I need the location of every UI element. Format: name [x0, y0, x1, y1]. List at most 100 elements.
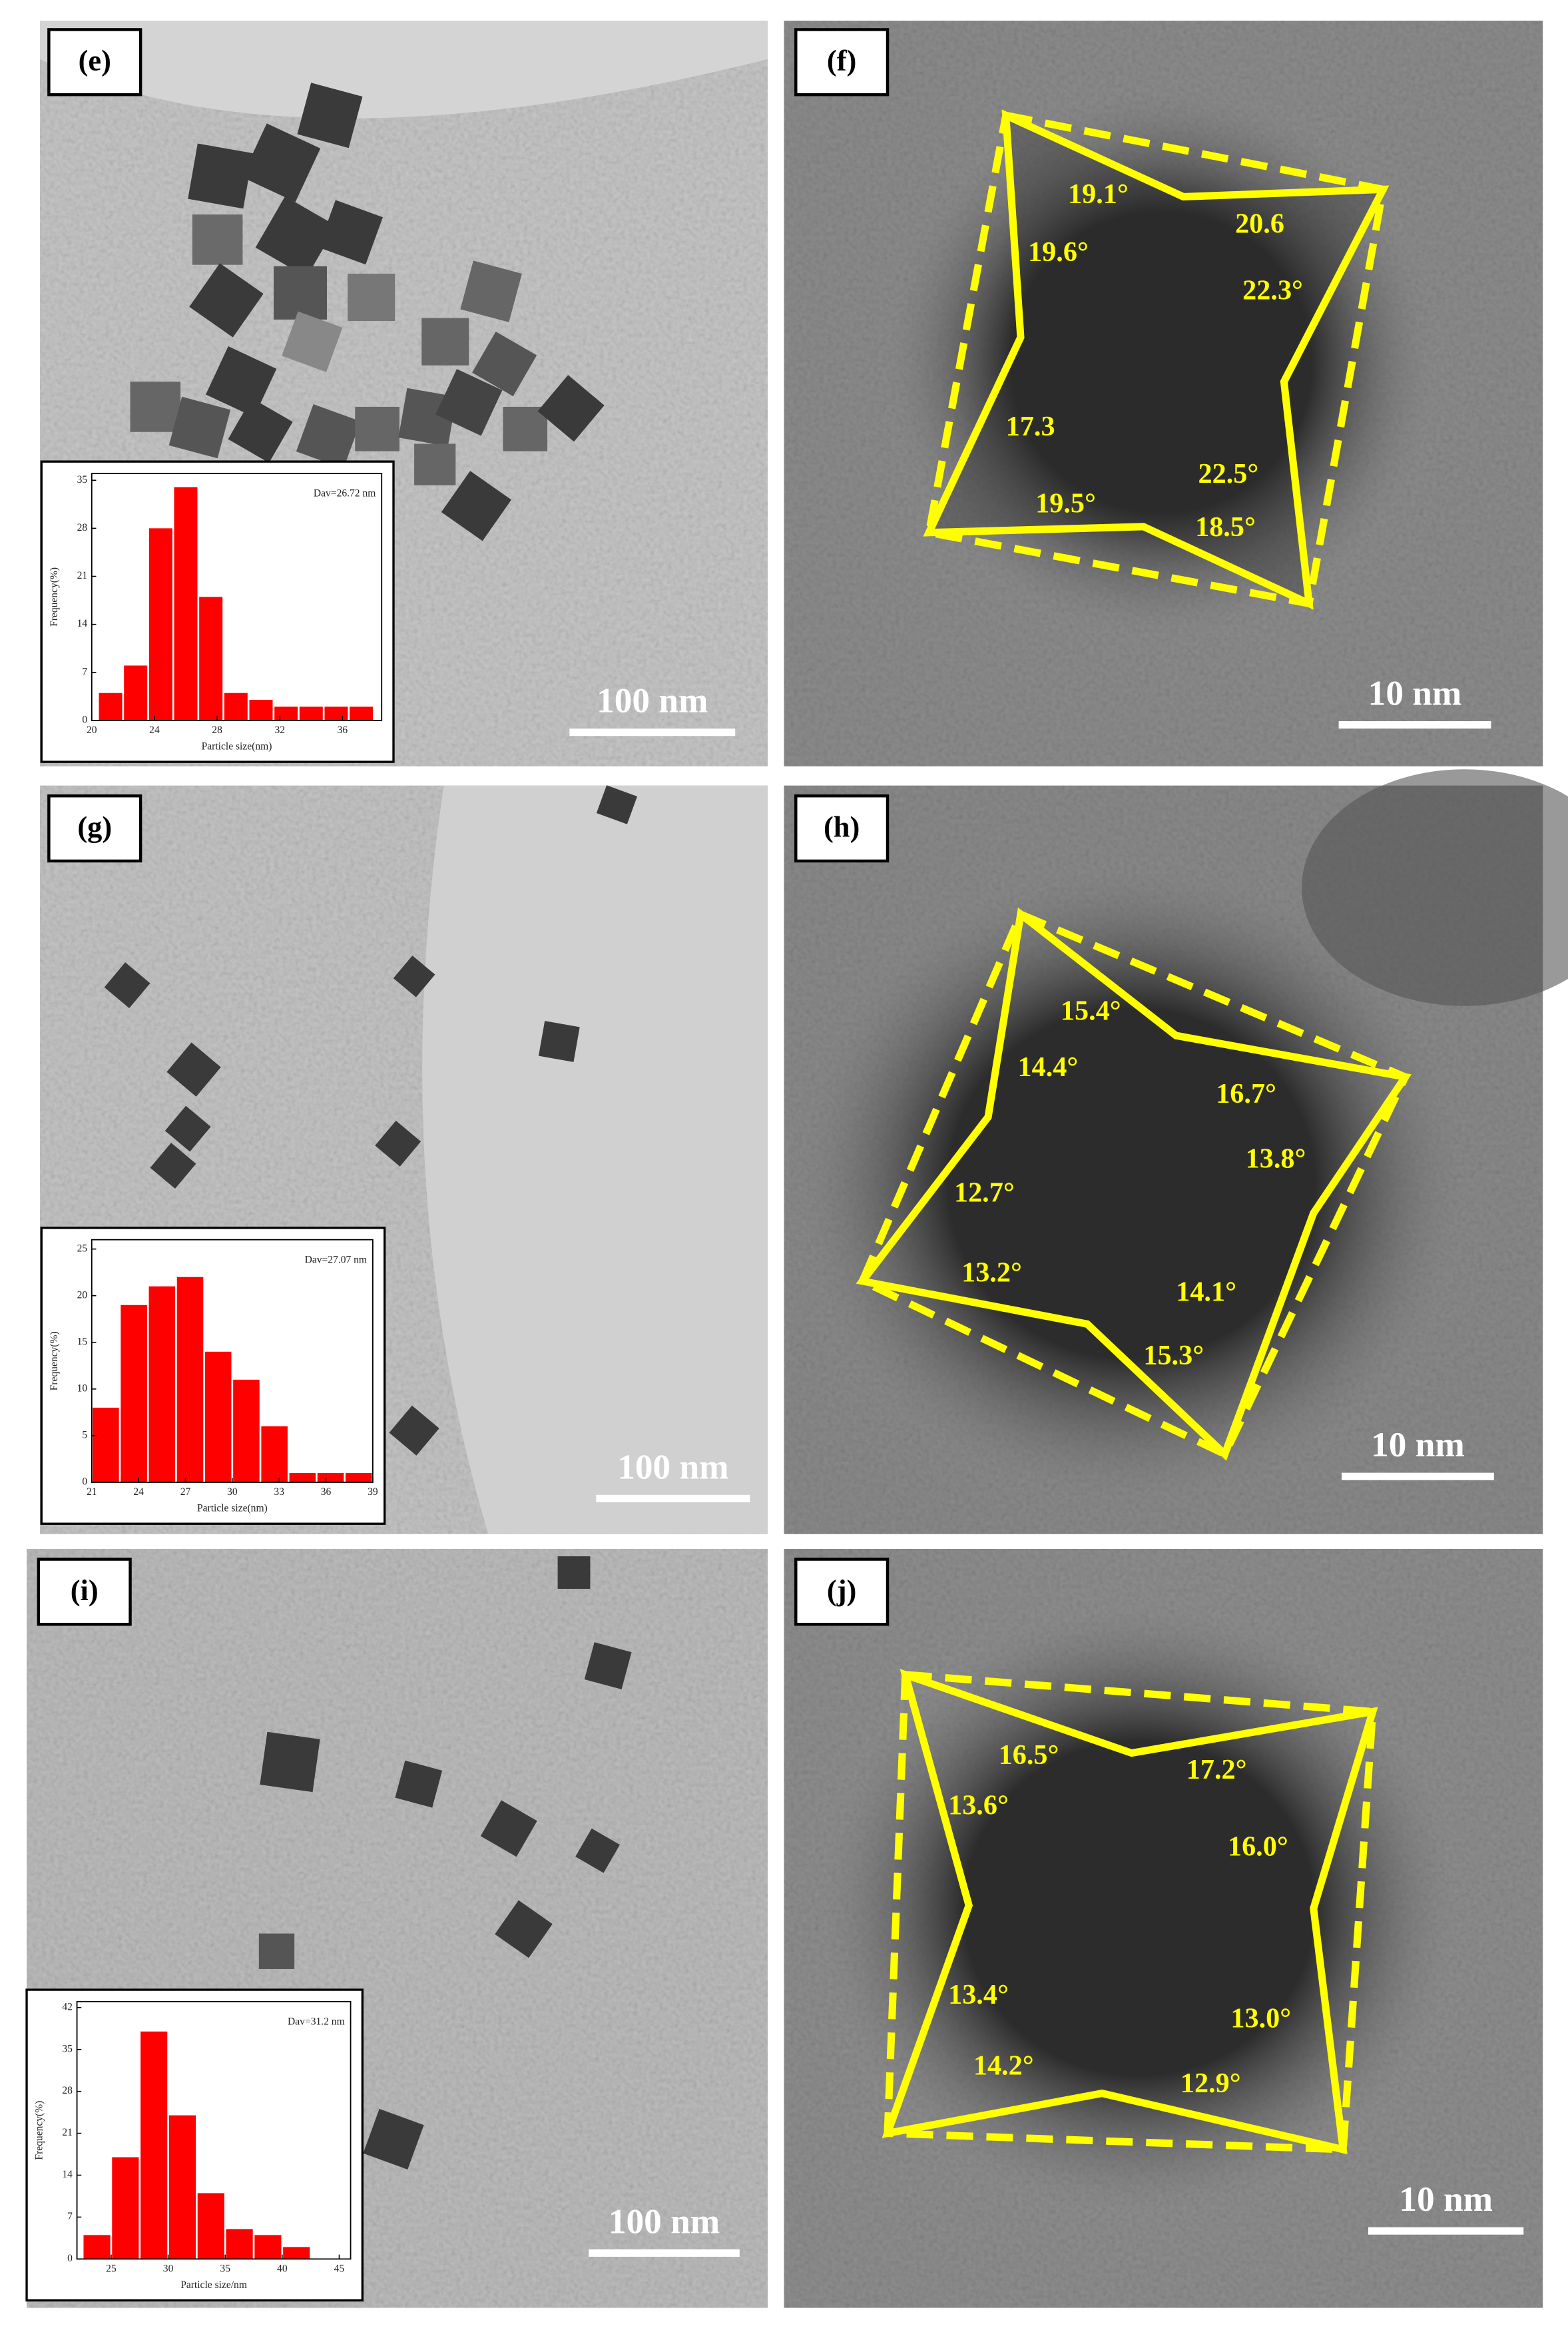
- histogram-bar: [283, 2247, 310, 2259]
- particle: [441, 471, 512, 541]
- histogram-bar: [148, 528, 172, 721]
- angle-label: 17.3: [1006, 411, 1055, 442]
- x-tick-label: 24: [133, 1486, 144, 1498]
- plot-frame: [76, 2000, 352, 2260]
- particle: [435, 369, 503, 436]
- histogram-bar: [289, 1473, 316, 1483]
- scale-bar-label: 100 nm: [597, 681, 708, 721]
- particle: [282, 311, 343, 372]
- star-outlines: [856, 109, 1412, 2155]
- x-tick-label: 36: [321, 1486, 332, 1498]
- x-tick-label: 30: [163, 2263, 174, 2274]
- y-tick-label: 20: [77, 1289, 88, 1301]
- histogram-bar: [346, 1473, 372, 1483]
- histogram-bar: [317, 1473, 344, 1483]
- angle-label: 14.4°: [1018, 1051, 1079, 1083]
- histogram-bar: [261, 1426, 288, 1483]
- angle-label: 19.6°: [1028, 236, 1089, 268]
- particle: [503, 406, 548, 451]
- angle-label: 13.0°: [1230, 2002, 1291, 2034]
- histogram-bar: [168, 2115, 196, 2259]
- particle: [460, 260, 522, 322]
- y-tick-label: 10: [77, 1382, 88, 1394]
- histogram-bar: [204, 1351, 232, 1483]
- x-tick-label: 33: [274, 1486, 284, 1498]
- x-tick-label: 20: [87, 725, 97, 736]
- angle-label: 12.9°: [1180, 2068, 1241, 2099]
- angle-label: 13.2°: [961, 1257, 1022, 1289]
- particle: [318, 200, 383, 265]
- particle-halo: [798, 865, 1465, 1502]
- angle-label: 14.2°: [973, 2050, 1034, 2081]
- y-tick-label: 0: [82, 1476, 87, 1488]
- particle: [575, 1828, 620, 1873]
- particle: [596, 785, 638, 824]
- angle-label: 15.4°: [1061, 995, 1121, 1026]
- particle: [395, 1760, 443, 1808]
- panel-label-box: [37, 1558, 132, 1626]
- x-tick-label: 30: [227, 1486, 238, 1498]
- histogram-bar: [124, 665, 148, 721]
- particle: [557, 1556, 591, 1589]
- particle: [472, 331, 537, 397]
- angle-label: 19.5°: [1035, 487, 1096, 519]
- plot-frame: [91, 473, 383, 721]
- particle: [228, 398, 293, 463]
- y-axis-label: Frequency(%): [49, 1331, 60, 1390]
- y-tick-label: 25: [77, 1243, 88, 1254]
- dashed-square: [858, 909, 1411, 1460]
- particles: [104, 83, 638, 2170]
- y-tick-label: 21: [62, 2127, 73, 2138]
- histogram-bar: [350, 707, 374, 721]
- y-tick-label: 0: [82, 714, 87, 725]
- x-tick-label: 39: [368, 1486, 378, 1498]
- histogram-bar: [99, 693, 123, 721]
- particle: [164, 1105, 211, 1152]
- histogram-bar: [148, 1286, 176, 1483]
- x-tick-label: 40: [277, 2263, 288, 2274]
- histogram-bar: [83, 2235, 111, 2259]
- histogram-bar: [324, 707, 348, 721]
- panel-label: (h): [824, 810, 860, 844]
- y-tick-label: 21: [77, 570, 88, 581]
- y-tick-label: 7: [67, 2211, 73, 2222]
- particle: [421, 318, 469, 366]
- histogram-bar: [121, 1305, 147, 1483]
- y-tick-label: 42: [62, 2001, 73, 2012]
- angle-label: 16.7°: [1216, 1078, 1276, 1109]
- annotation: Dav=31.2 nm: [288, 2016, 345, 2027]
- y-tick-label: 28: [77, 522, 88, 533]
- x-tick-label: 35: [220, 2263, 230, 2274]
- x-axis-label: Particle size(nm): [202, 740, 272, 752]
- annotation: Dav=27.07 nm: [305, 1254, 367, 1265]
- histogram-bar: [199, 597, 223, 721]
- angle-label: 13.6°: [948, 1789, 1009, 1821]
- histogram-bar: [112, 2157, 139, 2259]
- particle: [188, 143, 253, 209]
- y-tick-label: 35: [77, 474, 88, 485]
- y-tick-label: 0: [67, 2253, 73, 2264]
- particle: [274, 266, 328, 320]
- annotation: Dav=26.72 nm: [314, 488, 376, 499]
- scale-bar-label: 10 nm: [1371, 1424, 1465, 1464]
- particle: [355, 406, 399, 451]
- angle-label: 14.1°: [1176, 1277, 1236, 1308]
- scale-bar-label: 10 nm: [1368, 673, 1462, 713]
- particle: [537, 375, 605, 442]
- x-axis-label: Particle size/nm: [180, 2279, 247, 2291]
- x-tick-label: 32: [274, 725, 285, 736]
- y-tick-label: 35: [62, 2043, 73, 2054]
- x-tick-label: 24: [149, 725, 160, 736]
- histogram-bar: [249, 699, 273, 721]
- panel-label-box: [47, 28, 142, 97]
- y-tick-label: 7: [82, 666, 87, 677]
- y-tick-label: 14: [62, 2169, 73, 2180]
- scale-bar-label: 100 nm: [617, 1446, 728, 1486]
- angle-label: 22.5°: [1198, 458, 1259, 489]
- particle: [389, 1405, 439, 1456]
- histogram-bar: [224, 693, 248, 721]
- particle: [296, 404, 361, 469]
- angle-label: 20.6: [1235, 208, 1284, 240]
